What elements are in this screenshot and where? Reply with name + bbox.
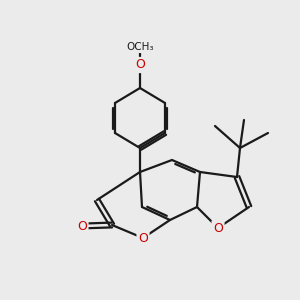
Text: O: O	[77, 220, 87, 232]
Text: O: O	[213, 221, 223, 235]
Text: O: O	[135, 58, 145, 71]
Text: OCH₃: OCH₃	[126, 42, 154, 52]
Text: O: O	[138, 232, 148, 244]
